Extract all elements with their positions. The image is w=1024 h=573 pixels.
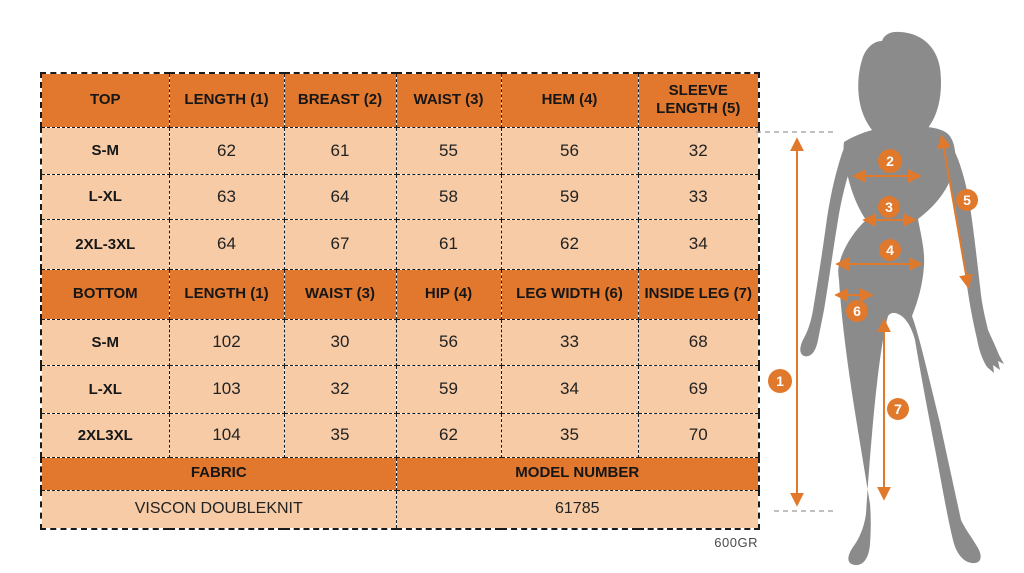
measurement-value: 58 [395,173,502,220]
marker-number: 2 [886,153,894,169]
weight-footnote: 600GR [714,535,758,550]
bottom-header-row: BOTTOM LENGTH (1) WAIST (3) HIP (4) LEG … [40,268,760,320]
table-row: 2XL-3XL 64 67 61 62 34 [40,218,760,270]
fabric-model-header-row: FABRIC MODEL NUMBER [40,456,760,491]
marker-number: 6 [853,303,861,319]
fabric-header-cell: FABRIC [40,456,397,491]
left-arm-shape [800,145,855,357]
measurement-value: 61 [395,218,502,270]
measurement-value: 32 [637,126,760,175]
size-label: S-M [40,126,170,175]
waist-header-cell: WAIST (3) [395,72,502,128]
measurement-value: 102 [168,318,285,366]
marker-4: 4 [879,239,901,261]
length-header-cell: LENGTH (1) [168,72,285,128]
size-label: S-M [40,318,170,366]
table-row: S-M 102 30 56 33 68 [40,318,760,366]
measurement-value: 56 [395,318,502,366]
marker-circle [878,196,900,218]
breast-header-cell: BREAST (2) [283,72,397,128]
right-arm-shape [937,137,1004,373]
marker-number: 7 [894,401,902,417]
fabric-model-value-row: VISCON DOUBLEKNIT 61785 [40,489,760,530]
measurement-value: 55 [395,126,502,175]
size-label: 2XL3XL [40,412,170,458]
measurement-value: 64 [283,173,397,220]
measurement-value: 56 [500,126,639,175]
measurement-value: 34 [500,364,639,414]
bottom-header-cell: BOTTOM [40,268,170,320]
table-row: L-XL 63 64 58 59 33 [40,173,760,220]
measurement-figure: 1 2 3 4 5 [754,8,1024,571]
woman-silhouette [800,31,1004,566]
torso-legs-shape [838,126,981,566]
measurement-value: 33 [637,173,760,220]
leg-width-header-cell: LEG WIDTH (6) [500,268,639,320]
marker-2: 2 [878,149,902,173]
fabric-value: VISCON DOUBLEKNIT [40,489,397,530]
measurement-value: 67 [283,218,397,270]
measurement-value: 33 [500,318,639,366]
measurement-value: 62 [168,126,285,175]
hem-header-cell: HEM (4) [500,72,639,128]
top-header-cell: TOP [40,72,170,128]
top-header-row: TOP LENGTH (1) BREAST (2) WAIST (3) HEM … [40,72,760,128]
marker-circle [956,189,978,211]
sleeve-arrow-icon [937,134,973,289]
body-silhouette-diagram: 1 2 3 4 5 [756,31,1004,566]
marker-circle [879,239,901,261]
marker-7: 7 [887,398,909,420]
waist-header-cell: WAIST (3) [283,268,397,320]
measurement-value: 35 [500,412,639,458]
marker-1: 1 [768,369,792,393]
marker-6: 6 [846,300,868,322]
marker-3: 3 [878,196,900,218]
measurement-value: 69 [637,364,760,414]
table-row: 2XL3XL 104 35 62 35 70 [40,412,760,458]
inside-leg-header-cell: INSIDE LEG (7) [637,268,760,320]
size-label: L-XL [40,173,170,220]
size-chart-table: TOP LENGTH (1) BREAST (2) WAIST (3) HEM … [40,72,760,530]
measurement-value: 59 [500,173,639,220]
measurement-arrows [790,134,973,507]
marker-5: 5 [956,189,978,211]
measurement-value: 68 [637,318,760,366]
measurement-value: 62 [500,218,639,270]
measurement-value: 30 [283,318,397,366]
measurement-value: 103 [168,364,285,414]
measurement-value: 62 [395,412,502,458]
table-row: L-XL 103 32 59 34 69 [40,364,760,414]
measurement-markers: 1 2 3 4 5 [768,149,978,420]
size-label: 2XL-3XL [40,218,170,270]
marker-number: 3 [885,199,893,215]
measurement-value: 61 [283,126,397,175]
sleeve-length-header-cell: SLEEVE LENGTH (5) [637,72,760,128]
marker-circle [878,149,902,173]
model-number-value: 61785 [395,489,760,530]
measurement-value: 35 [283,412,397,458]
measurement-value: 59 [395,364,502,414]
measurement-value: 32 [283,364,397,414]
guide-lines [756,131,836,512]
measurement-value: 104 [168,412,285,458]
marker-circle [887,398,909,420]
marker-number: 4 [886,242,894,258]
measurement-value: 63 [168,173,285,220]
measurement-value: 34 [637,218,760,270]
marker-circle [768,369,792,393]
length-header-cell: LENGTH (1) [168,268,285,320]
size-label: L-XL [40,364,170,414]
measurement-value: 70 [637,412,760,458]
table-row: S-M 62 61 55 56 32 [40,126,760,175]
hip-header-cell: HIP (4) [395,268,502,320]
marker-number: 1 [776,373,784,389]
head-hair-shape [858,31,941,155]
measurement-value: 64 [168,218,285,270]
marker-circle [846,300,868,322]
model-number-header-cell: MODEL NUMBER [395,456,760,491]
marker-number: 5 [963,192,971,208]
